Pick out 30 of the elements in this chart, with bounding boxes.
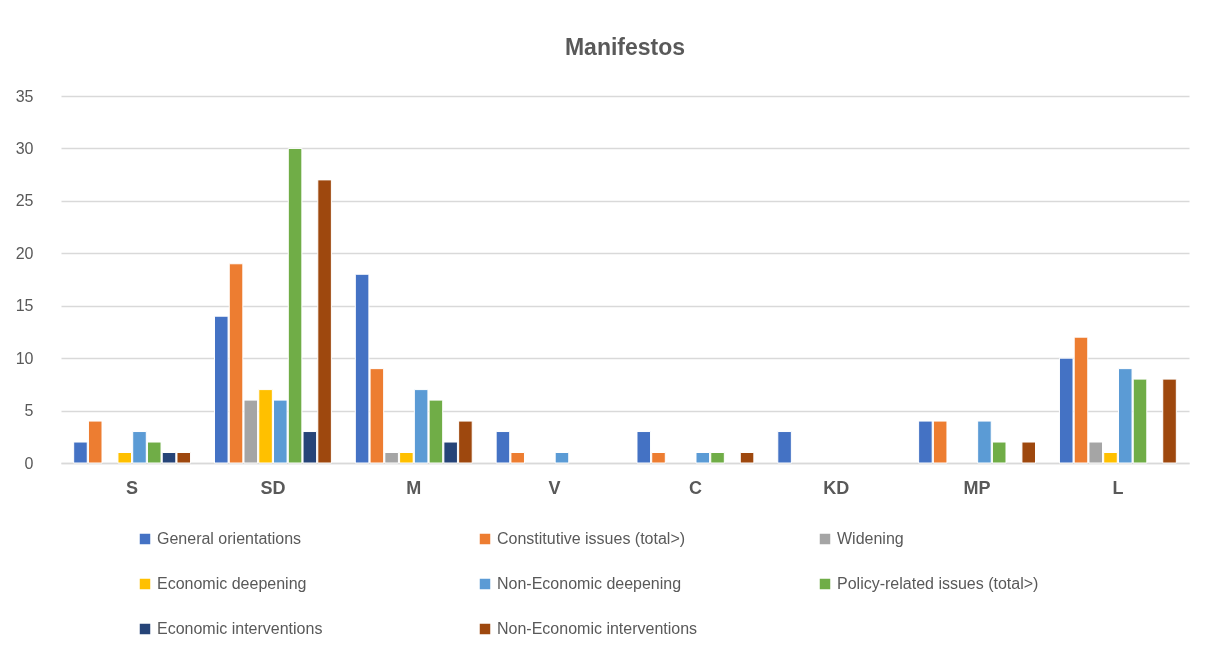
y-tick-label: 35 bbox=[15, 87, 34, 105]
bar bbox=[1021, 441, 1036, 464]
chart-title: Manifestos bbox=[564, 34, 686, 60]
legend-label: Widening bbox=[837, 530, 904, 547]
x-tick-label: M bbox=[406, 477, 422, 498]
y-tick-label: 30 bbox=[15, 139, 34, 157]
legend-label: Economic interventions bbox=[157, 620, 323, 637]
y-tick-label: 0 bbox=[24, 454, 34, 472]
x-tick-label: V bbox=[548, 477, 561, 498]
x-tick-label: MP bbox=[963, 477, 991, 498]
legend-label: Economic deepening bbox=[157, 575, 307, 592]
y-tick-label: 10 bbox=[15, 349, 34, 367]
bar bbox=[1162, 378, 1177, 464]
x-tick-label: KD bbox=[823, 477, 850, 498]
y-tick-label: 25 bbox=[15, 192, 34, 210]
legend-label: Constitutive issues (total>) bbox=[497, 530, 686, 547]
x-tick-label: C bbox=[688, 477, 702, 498]
legend-label: Policy-related issues (total>) bbox=[837, 575, 1039, 592]
y-tick-label: 20 bbox=[15, 244, 34, 262]
x-tick-label: L bbox=[1112, 477, 1124, 498]
x-tick-label: SD bbox=[260, 477, 286, 498]
bar bbox=[777, 431, 792, 464]
bar bbox=[739, 452, 755, 464]
legend-label: Non-Economic interventions bbox=[497, 620, 698, 637]
y-tick-label: 15 bbox=[15, 297, 34, 315]
legend-label: General orientations bbox=[157, 530, 302, 547]
legend-label: Non-Economic deepening bbox=[497, 575, 682, 592]
bar bbox=[554, 452, 570, 464]
x-tick-label: S bbox=[126, 477, 139, 498]
y-tick-label: 5 bbox=[24, 402, 34, 420]
